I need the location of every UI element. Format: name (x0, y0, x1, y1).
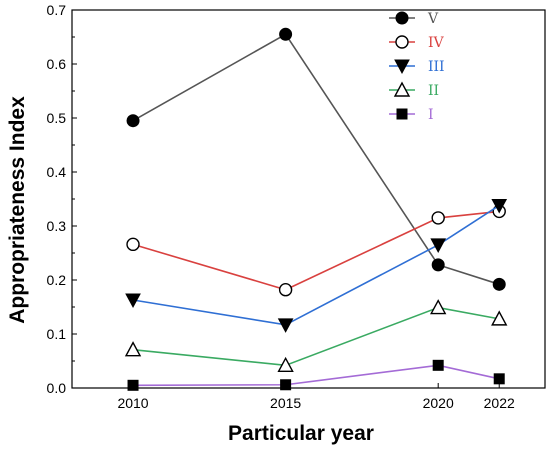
legend-marker (396, 108, 408, 120)
data-point (278, 283, 293, 297)
series-V (126, 27, 506, 291)
x-tick-label: 2022 (484, 395, 515, 411)
series-line (132, 210, 500, 291)
series-II (124, 299, 508, 373)
data-point (493, 373, 505, 385)
x-tick-label: 2020 (423, 395, 454, 411)
data-point (432, 359, 444, 371)
data-point (126, 237, 140, 252)
x-tick-label: 2015 (270, 395, 301, 411)
y-tick-label: 0.2 (47, 272, 67, 288)
data-point (126, 114, 140, 128)
series-line (132, 33, 500, 286)
data-point (430, 299, 447, 315)
y-tick-label: 0.1 (47, 326, 67, 342)
legend-label: V (427, 11, 439, 27)
data-point (277, 318, 294, 333)
series-I (127, 359, 505, 391)
data-point (277, 356, 294, 373)
data-point (430, 238, 447, 253)
y-tick-label: 0.5 (47, 110, 67, 126)
series-line (132, 306, 500, 367)
series-IV (126, 204, 506, 297)
legend-marker (393, 81, 411, 97)
legend-entry: II (389, 81, 439, 99)
data-point (125, 293, 141, 309)
legend-label: IV (428, 35, 445, 51)
legend-marker (394, 59, 410, 75)
series-line (132, 204, 500, 326)
legend-entry: I (389, 107, 434, 123)
y-axis-title: Appropriateness Index (6, 96, 29, 324)
y-tick-label: 0.4 (47, 164, 67, 180)
data-point (431, 258, 445, 272)
legend-label: I (428, 107, 434, 123)
data-point (279, 27, 293, 41)
data-point (491, 310, 508, 326)
data-point (491, 198, 508, 214)
y-tick-label: 0.6 (47, 56, 67, 72)
legend-marker (395, 35, 409, 49)
legend-entry: IV (389, 35, 445, 51)
data-point (431, 211, 445, 225)
y-tick-label: 0.7 (47, 2, 67, 18)
plot-frame (71, 9, 546, 389)
series-III (125, 198, 508, 333)
y-tick-label: 0.0 (47, 380, 67, 396)
x-axis-title: Particular year (228, 422, 374, 445)
legend-label: II (428, 83, 439, 99)
data-point (124, 341, 142, 357)
legend-marker (395, 11, 409, 25)
x-tick-label: 2010 (117, 395, 148, 411)
y-tick-label: 0.3 (47, 218, 67, 234)
data-point (492, 277, 506, 291)
legend-entry: V (389, 11, 439, 27)
legend-label: III (428, 59, 445, 75)
series-line (133, 364, 500, 387)
legend-entry: III (389, 59, 445, 75)
